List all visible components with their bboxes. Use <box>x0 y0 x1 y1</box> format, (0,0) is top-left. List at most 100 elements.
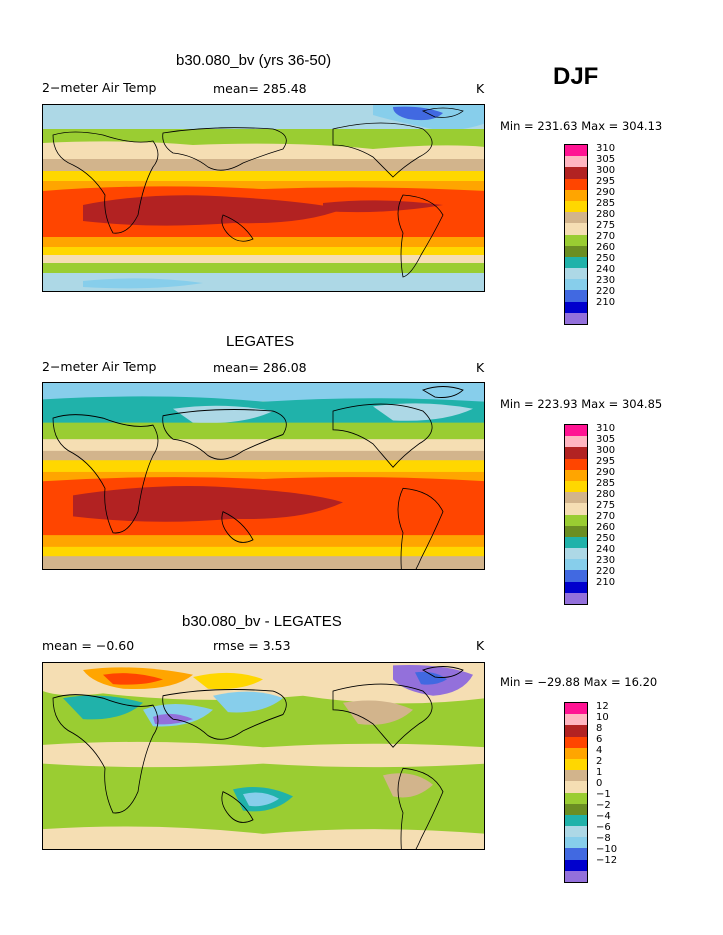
colorbar-tick: 275 <box>596 500 616 511</box>
colorbar-swatch <box>565 167 587 179</box>
colorbar-tick: 210 <box>596 577 616 588</box>
colorbar-swatch <box>565 145 587 157</box>
panel-2-minmax: Min = 223.93 Max = 304.85 <box>500 397 663 411</box>
panel-3-colorbar <box>564 702 588 883</box>
colorbar-swatch <box>565 592 587 604</box>
colorbar-swatch <box>565 447 587 459</box>
colorbar-swatch <box>565 747 587 759</box>
colorbar-tick: 210 <box>596 297 616 308</box>
colorbar-swatch <box>565 814 587 827</box>
colorbar-swatch <box>565 781 587 793</box>
colorbar-tick: −12 <box>596 855 618 866</box>
colorbar-tick: 290 <box>596 467 616 478</box>
panel-3-unit-label: K <box>476 638 485 653</box>
colorbar-swatch <box>565 268 587 280</box>
colorbar-swatch <box>565 200 587 213</box>
colorbar-tick: 310 <box>596 143 616 154</box>
colorbar-tick: 8 <box>596 723 603 734</box>
panel-1-variable-label: 2−meter Air Temp <box>42 80 157 95</box>
colorbar-tick: −6 <box>596 822 611 833</box>
colorbar-tick: 260 <box>596 522 616 533</box>
colorbar-tick: 295 <box>596 456 616 467</box>
colorbar-swatch <box>565 436 587 448</box>
panel-3-minmax: Min = −29.88 Max = 16.20 <box>500 675 658 689</box>
colorbar-swatch <box>565 178 587 190</box>
colorbar-swatch <box>565 770 587 782</box>
colorbar-tick: 270 <box>596 231 616 242</box>
panel-2-mean-label: mean= 286.08 <box>213 360 307 375</box>
colorbar-swatch <box>565 245 587 257</box>
colorbar-swatch <box>565 736 587 748</box>
colorbar-swatch <box>565 492 587 504</box>
colorbar-swatch <box>565 301 587 313</box>
colorbar-swatch <box>565 548 587 560</box>
colorbar-tick: 230 <box>596 555 616 566</box>
colorbar-tick: 4 <box>596 745 603 756</box>
colorbar-swatch <box>565 279 587 291</box>
colorbar-swatch <box>565 758 587 771</box>
colorbar-tick: 0 <box>596 778 603 789</box>
colorbar-swatch <box>565 870 587 882</box>
colorbar-tick: 250 <box>596 533 616 544</box>
colorbar-swatch <box>565 156 587 168</box>
colorbar-tick: −10 <box>596 844 618 855</box>
colorbar-tick: 10 <box>596 712 609 723</box>
colorbar-tick: 300 <box>596 445 616 456</box>
colorbar-swatch <box>565 312 587 324</box>
colorbar-swatch <box>565 503 587 515</box>
colorbar-tick: −4 <box>596 811 611 822</box>
panel-1-colorbar <box>564 144 588 325</box>
colorbar-swatch <box>565 189 587 201</box>
panel-3-rmse-label: rmse = 3.53 <box>213 638 291 653</box>
colorbar-swatch <box>565 803 587 815</box>
colorbar-tick: 260 <box>596 242 616 253</box>
colorbar-tick: 305 <box>596 434 616 445</box>
colorbar-tick: 12 <box>596 701 609 712</box>
panel-2-variable-label: 2−meter Air Temp <box>42 359 157 374</box>
colorbar-tick: 220 <box>596 566 616 577</box>
colorbar-swatch <box>565 290 587 302</box>
colorbar-swatch <box>565 223 587 235</box>
colorbar-swatch <box>565 714 587 726</box>
panel-2-map <box>42 382 485 570</box>
colorbar-tick: 230 <box>596 275 616 286</box>
panel-1-mean-label: mean= 285.48 <box>213 81 307 96</box>
panel-2-title: LEGATES <box>226 333 295 350</box>
colorbar-tick: 1 <box>596 767 603 778</box>
panel-1-title: b30.080_bv (yrs 36-50) <box>176 52 332 69</box>
colorbar-swatch <box>565 212 587 224</box>
colorbar-swatch <box>565 480 587 493</box>
colorbar-tick: 310 <box>596 423 616 434</box>
colorbar-tick: 280 <box>596 489 616 500</box>
colorbar-tick: 240 <box>596 264 616 275</box>
colorbar-swatch <box>565 792 587 804</box>
colorbar-tick: 220 <box>596 286 616 297</box>
colorbar-tick: 280 <box>596 209 616 220</box>
colorbar-swatch <box>565 469 587 481</box>
colorbar-swatch <box>565 859 587 871</box>
colorbar-tick: 275 <box>596 220 616 231</box>
colorbar-tick: 290 <box>596 187 616 198</box>
colorbar-swatch <box>565 581 587 593</box>
season-label: DJF <box>553 63 599 90</box>
panel-2-unit-label: K <box>476 360 485 375</box>
panel-1-minmax: Min = 231.63 Max = 304.13 <box>500 119 663 133</box>
panel-1-map <box>42 104 485 292</box>
colorbar-tick: 300 <box>596 165 616 176</box>
colorbar-swatch <box>565 848 587 860</box>
panel-3-title: b30.080_bv - LEGATES <box>182 613 342 630</box>
colorbar-tick: −2 <box>596 800 611 811</box>
colorbar-swatch <box>565 826 587 838</box>
colorbar-tick: 2 <box>596 756 603 767</box>
colorbar-swatch <box>565 536 587 549</box>
colorbar-swatch <box>565 703 587 715</box>
panel-3-mean-label: mean = −0.60 <box>42 638 135 653</box>
colorbar-tick: −8 <box>596 833 611 844</box>
colorbar-tick: 6 <box>596 734 603 745</box>
colorbar-swatch <box>565 725 587 737</box>
colorbar-tick: 270 <box>596 511 616 522</box>
panel-3-map <box>42 662 485 850</box>
colorbar-swatch <box>565 525 587 537</box>
colorbar-swatch <box>565 458 587 470</box>
colorbar-swatch <box>565 837 587 849</box>
